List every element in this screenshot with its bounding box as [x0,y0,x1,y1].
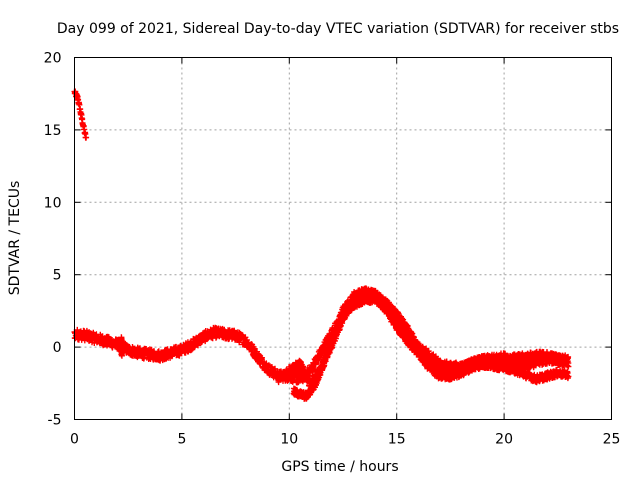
y-tick-label: 15 [44,123,62,139]
x-tick-label: 5 [177,432,186,448]
series-sdtvar [71,88,572,402]
ticks [74,57,612,420]
x-tick-label: 25 [603,432,621,448]
x-tick-label: 15 [388,432,406,448]
data-layer [71,88,572,402]
x-tick-label: 10 [280,432,298,448]
data-band [290,290,572,402]
y-tick-label: 0 [53,340,62,356]
plot-frame [74,57,612,420]
y-tick-label: -5 [48,413,62,429]
tick-labels: 0 5 10 15 20 25 -5 0 5 10 15 20 [44,51,621,448]
y-tick-label: 20 [44,51,62,67]
chart-title: Day 099 of 2021, Sidereal Day-to-day VTE… [57,21,619,37]
y-tick-label: 5 [53,268,62,284]
x-tick-label: 0 [70,432,79,448]
y-axis-label: SDTVAR / TECUs [7,181,23,296]
x-tick-label: 20 [495,432,513,448]
data-band [118,334,126,359]
x-axis-label: GPS time / hours [281,459,398,475]
y-tick-label: 10 [44,195,62,211]
